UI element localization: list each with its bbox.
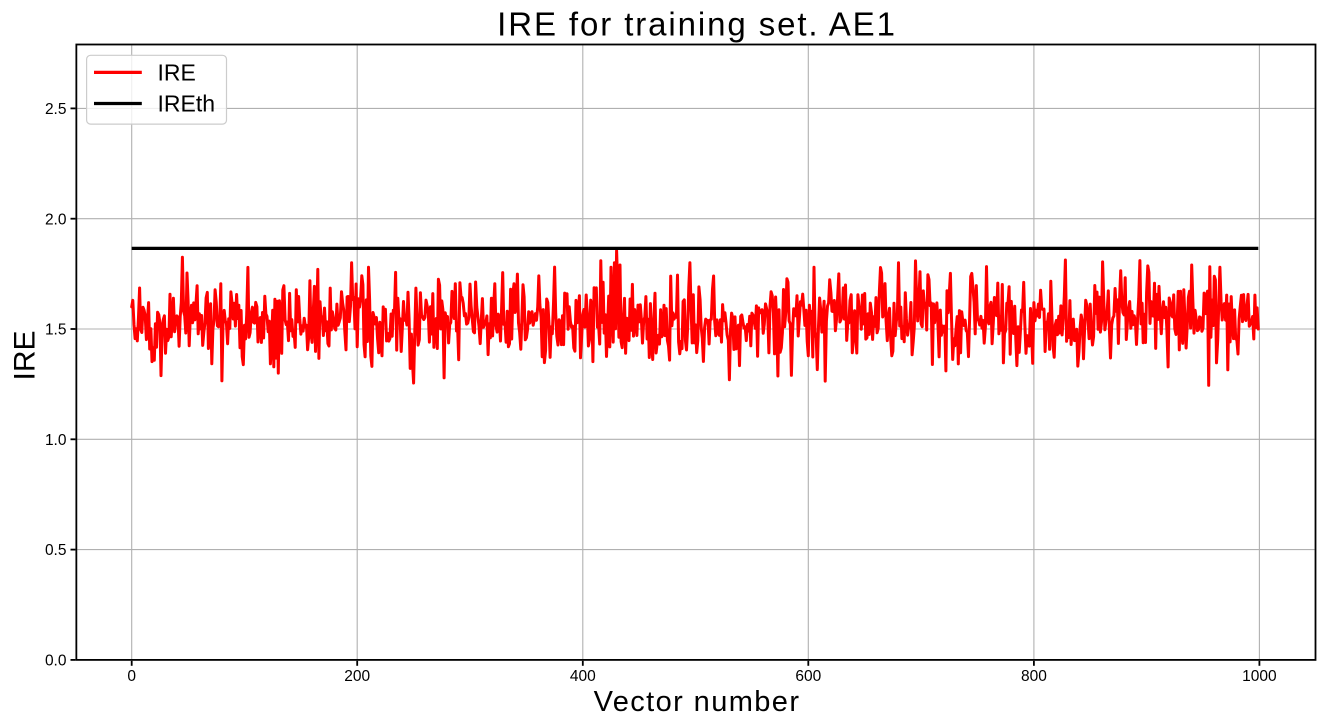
svg-text:IRE: IRE <box>9 330 42 380</box>
svg-text:IREth: IREth <box>158 91 216 117</box>
svg-text:800: 800 <box>1021 668 1047 685</box>
svg-text:Vector number: Vector number <box>594 686 801 718</box>
svg-text:0.0: 0.0 <box>45 653 67 670</box>
svg-text:2.5: 2.5 <box>45 101 67 118</box>
svg-text:IRE: IRE <box>158 60 196 86</box>
svg-text:1000: 1000 <box>1242 668 1277 685</box>
svg-text:0.5: 0.5 <box>45 542 67 559</box>
svg-text:400: 400 <box>570 668 596 685</box>
svg-text:1.5: 1.5 <box>45 322 67 339</box>
svg-text:200: 200 <box>344 668 370 685</box>
svg-text:IRE for training set. AE1: IRE for training set. AE1 <box>497 6 897 43</box>
svg-text:600: 600 <box>795 668 821 685</box>
svg-text:2.0: 2.0 <box>45 211 67 228</box>
svg-text:1.0: 1.0 <box>45 432 67 449</box>
svg-text:0: 0 <box>127 668 136 685</box>
